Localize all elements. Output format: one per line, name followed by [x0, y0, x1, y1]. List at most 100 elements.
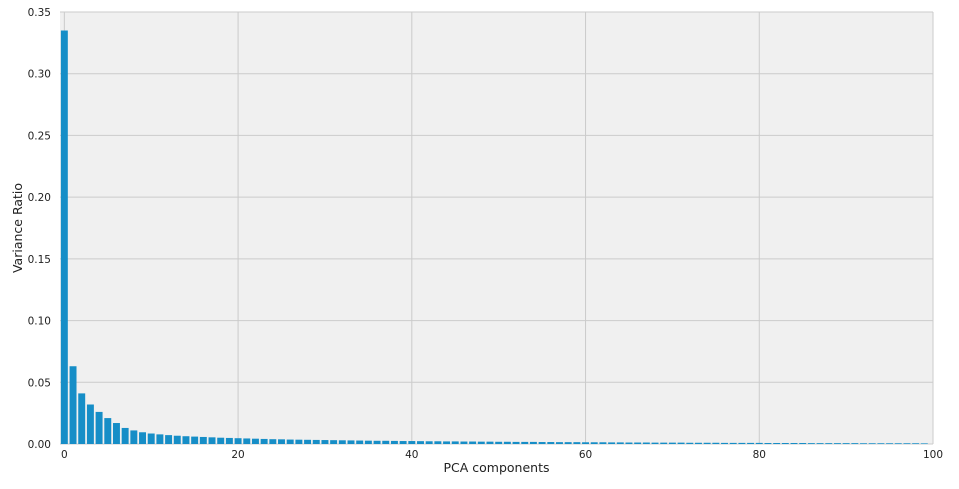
- bar: [894, 443, 902, 444]
- bar: [295, 439, 303, 444]
- bar: [538, 442, 546, 444]
- bar: [825, 443, 833, 444]
- plot-background: [60, 12, 933, 444]
- y-tick-label: 0.00: [28, 439, 51, 451]
- y-tick-label: 0.20: [28, 192, 51, 204]
- bar: [721, 442, 728, 444]
- bar: [269, 439, 277, 444]
- bar: [912, 443, 920, 444]
- bar: [408, 441, 416, 444]
- bar: [364, 440, 372, 444]
- bar: [868, 443, 876, 444]
- bar: [512, 441, 520, 444]
- x-axis-ticks: 0 20 40 60 80 100: [61, 449, 943, 461]
- bar: [773, 443, 781, 444]
- y-tick-label: 0.10: [28, 316, 51, 328]
- bar: [677, 442, 685, 444]
- bar: [338, 440, 346, 444]
- bar: [599, 442, 607, 444]
- bar: [434, 441, 442, 444]
- bar: [608, 442, 616, 444]
- bar: [243, 438, 251, 444]
- bar: [69, 366, 77, 444]
- bar: [425, 441, 433, 444]
- bar: [477, 441, 485, 444]
- bar: [729, 442, 737, 444]
- bar: [920, 443, 928, 444]
- bar: [668, 442, 676, 444]
- bar: [903, 443, 911, 444]
- bar: [443, 441, 451, 444]
- bar: [121, 427, 129, 444]
- bars: [60, 30, 928, 444]
- bar: [651, 442, 659, 444]
- bar: [130, 430, 138, 444]
- bar: [278, 439, 285, 444]
- bar: [86, 404, 94, 444]
- y-tick-label: 0.25: [28, 130, 51, 142]
- bar: [78, 393, 86, 444]
- bar: [469, 441, 477, 444]
- bar: [564, 442, 572, 444]
- bar: [842, 443, 850, 444]
- bar: [286, 439, 294, 444]
- bar: [251, 438, 259, 444]
- bar: [556, 442, 563, 444]
- bar: [790, 443, 798, 444]
- bar: [260, 438, 268, 444]
- bar: [95, 411, 103, 444]
- bar: [191, 436, 199, 444]
- bar: [112, 423, 120, 444]
- bar: [747, 442, 755, 444]
- bar: [399, 441, 407, 444]
- bar: [694, 442, 702, 444]
- bar: [616, 442, 624, 444]
- bar: [495, 441, 503, 444]
- bar: [529, 441, 537, 444]
- bar: [799, 443, 807, 444]
- y-axis-label: Variance Ratio: [10, 183, 25, 273]
- bar: [573, 442, 581, 444]
- bar: [755, 442, 763, 444]
- bar: [173, 435, 181, 444]
- x-tick-label: 0: [61, 449, 68, 461]
- bar: [625, 442, 633, 444]
- bar: [547, 442, 555, 444]
- bar: [460, 441, 468, 444]
- bar: [686, 442, 694, 444]
- bar: [703, 442, 711, 444]
- bar: [321, 440, 329, 444]
- bar: [139, 432, 146, 444]
- bar: [833, 443, 841, 444]
- bar: [816, 443, 824, 444]
- bar: [390, 440, 398, 444]
- grid-lines: [60, 11, 934, 445]
- bar: [208, 437, 216, 444]
- x-tick-label: 20: [231, 449, 244, 461]
- bar: [60, 30, 68, 444]
- bar: [356, 440, 364, 444]
- bar: [590, 442, 598, 444]
- bar: [451, 441, 459, 444]
- bar: [199, 436, 207, 444]
- bar: [521, 441, 529, 444]
- bar: [234, 438, 242, 444]
- bar: [764, 443, 772, 444]
- bar: [582, 442, 590, 444]
- y-tick-label: 0.05: [28, 377, 51, 389]
- bar: [807, 443, 815, 444]
- bar: [165, 435, 173, 444]
- bar: [330, 440, 338, 444]
- bar: [503, 441, 511, 444]
- bar: [304, 439, 312, 444]
- bar: [417, 441, 424, 444]
- bar: [104, 418, 112, 444]
- x-tick-label: 40: [405, 449, 418, 461]
- y-axis-ticks: 0.00 0.05 0.10 0.15 0.20 0.25 0.30 0.35: [28, 7, 51, 451]
- bar: [382, 440, 390, 444]
- bar: [851, 443, 859, 444]
- bar: [781, 443, 789, 444]
- y-tick-label: 0.15: [28, 254, 51, 266]
